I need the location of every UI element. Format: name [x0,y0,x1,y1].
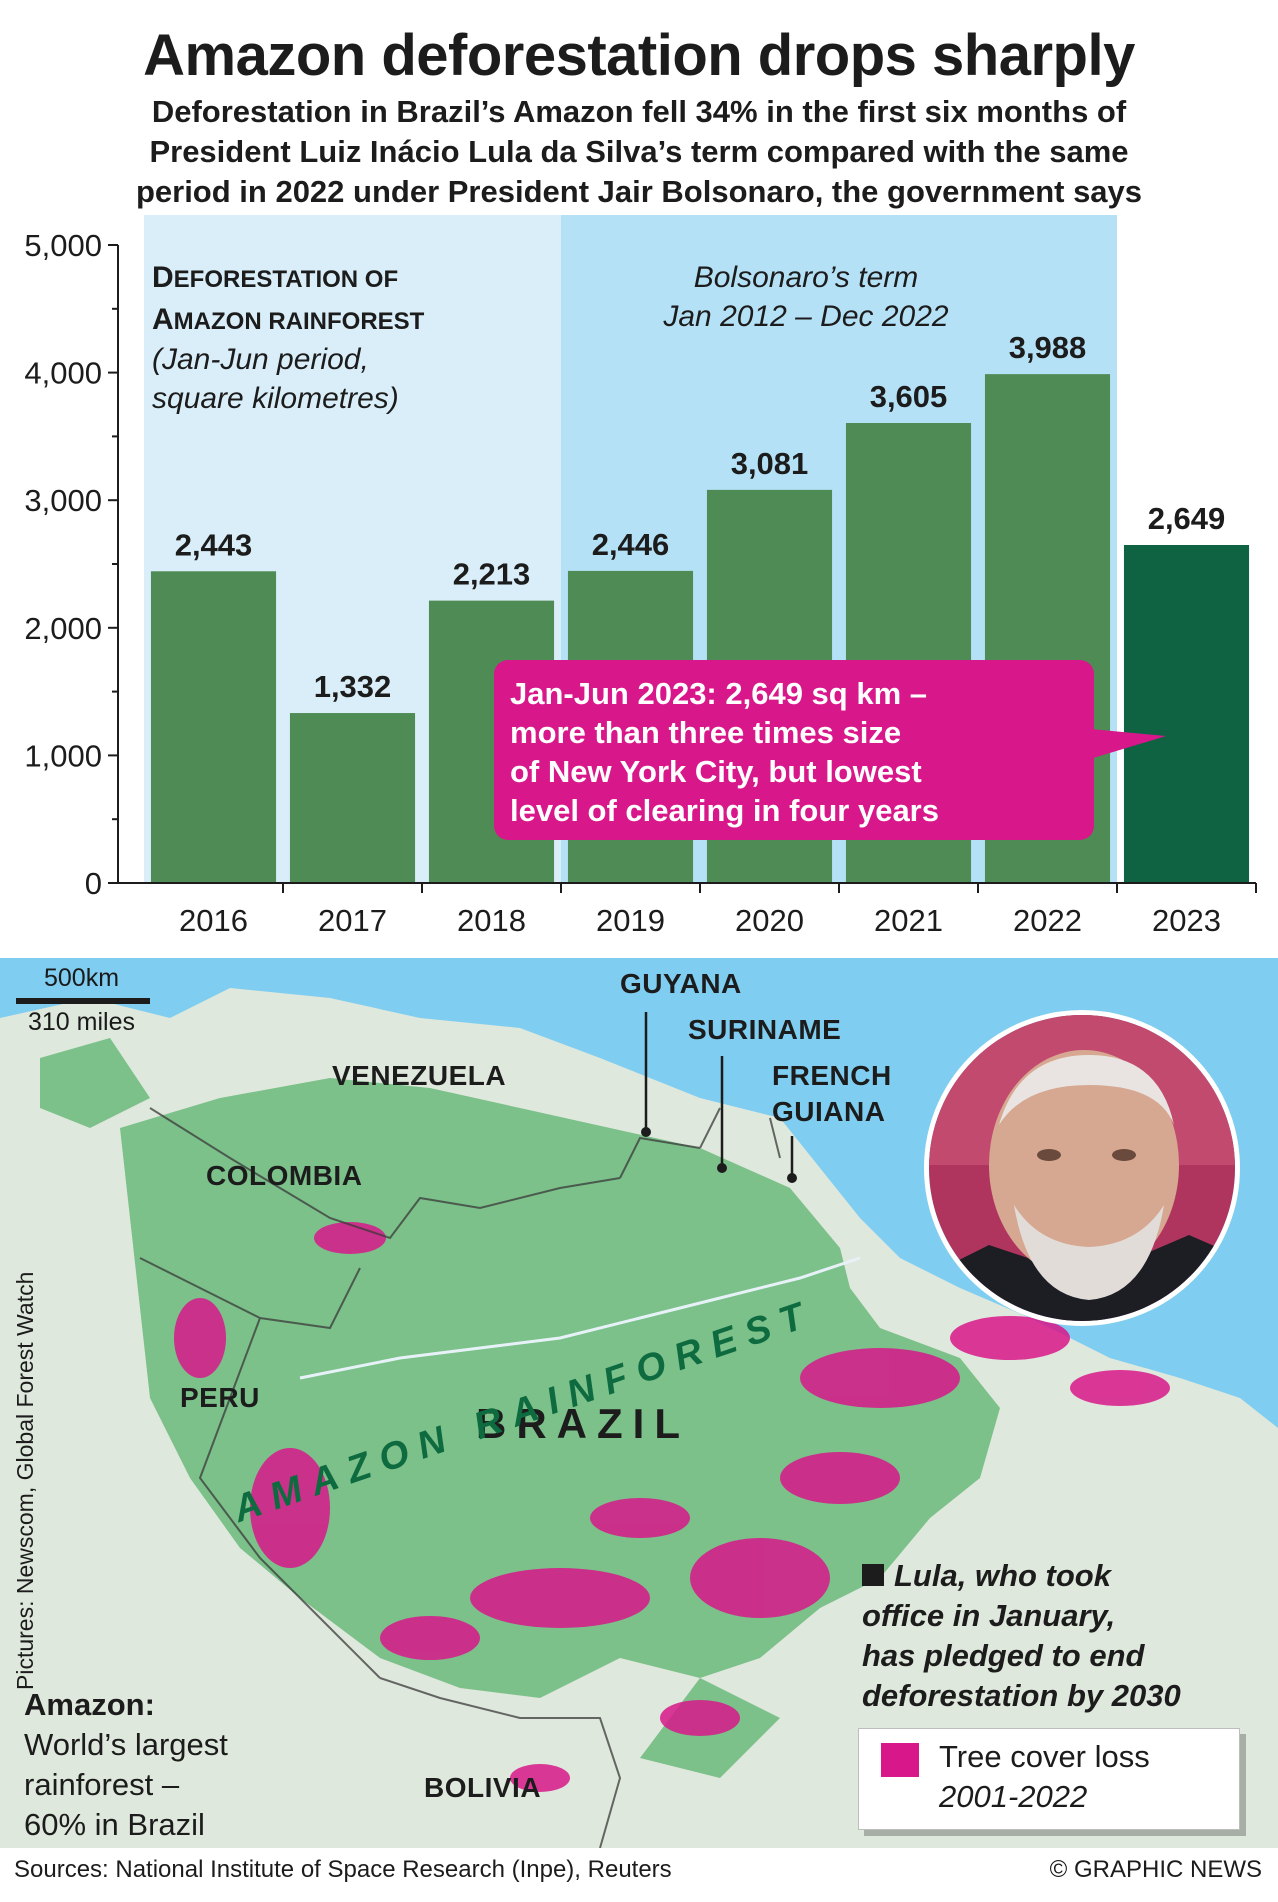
bar-value-label: 2,649 [1148,501,1226,536]
y-tick-label: 5,000 [24,228,102,263]
legend-period: 2001-2022 [939,1779,1088,1814]
scale-bar [16,998,150,1004]
legend-label: Tree cover loss [939,1739,1150,1774]
chart-heading: DEFORESTATION OF AMAZON RAINFOREST [152,258,424,342]
label-colombia: COLOMBIA [206,1160,363,1191]
portrait-photo [924,1010,1240,1326]
lula-note: Lula, who took office in January, has pl… [862,1556,1181,1716]
y-tick-label: 3,000 [24,483,102,518]
callout-line: Jan-Jun 2023: 2,649 sq km – [510,676,928,711]
label-french-guiana-line2: GUIANA [772,1096,886,1127]
chart-unit-note: (Jan-Jun period, square kilometres) [152,340,399,418]
term-band-label: Bolsonaro’s term Jan 2012 – Dec 2022 [566,258,1046,336]
amazon-note-line: World’s largest [24,1727,228,1762]
bar-value-label: 2,446 [592,527,670,562]
callout-box: Jan-Jun 2023: 2,649 sq km – more than th… [494,660,1094,840]
lula-note-line: has pledged to end [862,1638,1145,1673]
x-tick-label: 2021 [874,903,943,938]
label-brazil: BRAZIL [476,1400,690,1447]
scale-km-label: 500km [44,964,120,992]
y-tick-label: 1,000 [24,738,102,773]
label-venezuela: VENEZUELA [332,1060,507,1091]
bar-2016 [150,571,277,883]
bar-value-label: 3,081 [731,446,809,481]
bar-2017 [289,713,416,883]
x-tick-label: 2023 [1152,903,1221,938]
subtitle-line: period in 2022 under President Jair Bols… [135,174,1143,209]
bullet-square-icon [862,1564,884,1586]
picture-credit: Pictures: Newscom, Global Forest Watch [12,1271,38,1690]
amazon-note: Amazon: World’s largest rainforest – 60%… [24,1685,228,1845]
legend-swatch [881,1743,919,1777]
callout-line: more than three times size [510,715,902,750]
bar-2023 [1123,544,1250,883]
term-label-line: Bolsonaro’s term [693,261,919,294]
page-title: Amazon deforestation drops sharply [143,23,1135,88]
subtitle: Deforestation in Brazil’s Amazon fell 34… [40,92,1238,212]
callout-line: of New York City, but lowest [510,754,922,789]
subtitle-line: Deforestation in Brazil’s Amazon fell 34… [151,94,1127,129]
scale-miles-label: 310 miles [28,1008,135,1036]
y-tick-label: 0 [85,866,102,901]
x-tick-label: 2022 [1013,903,1082,938]
x-tick-label: 2016 [179,903,248,938]
x-tick-label: 2020 [735,903,804,938]
footer-credit: © GRAPHIC NEWS [1049,1856,1262,1883]
unit-line: (Jan-Jun period, [152,343,369,376]
callout-pointer [1080,728,1166,762]
label-bolivia: BOLIVIA [424,1772,542,1803]
bar-value-label: 2,213 [453,557,531,592]
bar-value-label: 3,988 [1009,330,1087,365]
x-tick-label: 2019 [596,903,665,938]
lula-note-line: deforestation by 2030 [862,1678,1181,1713]
amazon-map [0,958,1278,1848]
chart-heading-rest: EFORESTATION OF [173,266,399,293]
term-label-line: Jan 2012 – Dec 2022 [663,300,949,333]
x-tick-label: 2017 [318,903,387,938]
label-peru: PERU [180,1382,260,1413]
unit-line: square kilometres) [152,382,399,415]
bar-value-label: 2,443 [175,527,253,562]
y-tick-label: 2,000 [24,611,102,646]
lula-note-line: Lula, who took [894,1558,1111,1593]
label-french-guiana-line1: FRENCH [772,1060,892,1091]
amazon-note-line: rainforest – [24,1767,180,1802]
callout-line: level of clearing in four years [510,793,939,828]
amazon-note-line: 60% in Brazil [24,1807,205,1842]
y-tick-label: 4,000 [24,356,102,391]
map-legend: Tree cover loss 2001-2022 [858,1728,1240,1830]
subtitle-line: President Luiz Inácio Lula da Silva’s te… [149,134,1129,169]
bar-value-label: 1,332 [314,669,392,704]
chart-heading-rest: MAZON RAINFOREST [173,308,425,335]
lula-note-line: office in January, [862,1598,1116,1633]
label-suriname: SURINAME [688,1014,842,1045]
amazon-note-heading: Amazon: [24,1687,155,1722]
chart-heading-initial: A [152,303,174,336]
bar-value-label: 3,605 [870,379,948,414]
x-tick-label: 2018 [457,903,526,938]
chart-heading-initial: D [152,261,174,294]
footer-sources: Sources: National Institute of Space Res… [14,1856,672,1883]
label-guyana: GUYANA [620,968,742,999]
